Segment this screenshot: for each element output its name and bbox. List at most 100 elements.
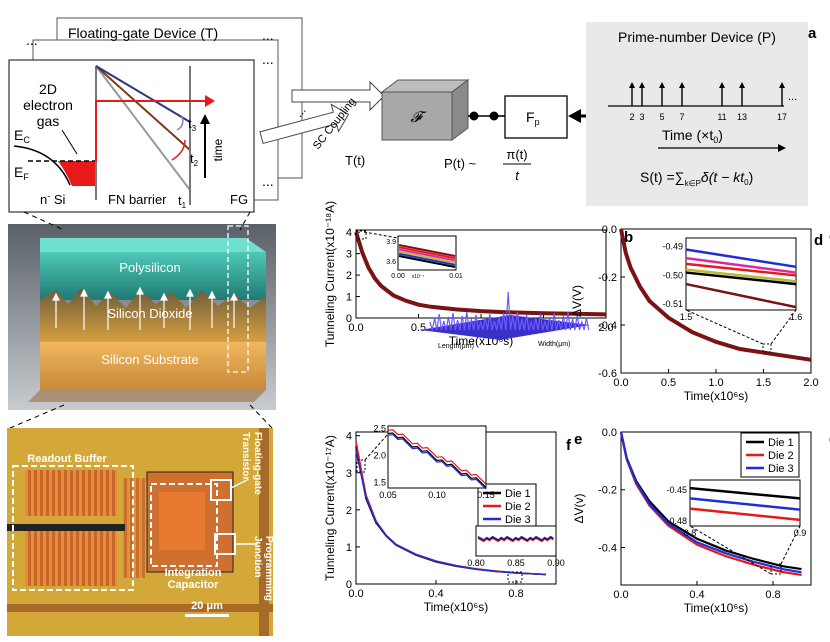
inset-line — [387, 429, 487, 485]
inset-xtick: 0.15 — [477, 490, 495, 500]
y-tick-label: 0 — [346, 313, 352, 325]
inset-xtick: 0.9 — [794, 528, 807, 538]
panel-label-d: d — [814, 232, 823, 249]
y-tick-label: 0 — [346, 579, 352, 591]
inset-line — [387, 432, 487, 488]
y-tick-label: -0.4 — [598, 320, 617, 332]
x-axis-label: Time(x10⁶s) — [684, 389, 749, 403]
inset-xtick: 1.5 — [680, 312, 693, 322]
x-tick-label: 1.5 — [756, 377, 771, 389]
oxide-layer — [40, 288, 266, 342]
zoom-link — [363, 231, 399, 239]
time-arrowhead — [200, 114, 210, 124]
inset-line — [398, 244, 456, 257]
integration-box — [150, 483, 218, 567]
y-tick-label: -0.6 — [598, 368, 617, 380]
st-formula: S(t) =∑k∈Pδ(t − kt0) — [640, 169, 753, 188]
y-tick-label: 1 — [346, 292, 352, 304]
t2-arrow — [171, 139, 186, 161]
zoom-link — [770, 309, 797, 345]
series-line — [354, 231, 607, 317]
inset-line — [398, 248, 456, 262]
y-tick-label: 0.0 — [602, 427, 617, 439]
dots-right-3: ... — [262, 173, 274, 189]
y-tick-label: -0.2 — [598, 485, 617, 497]
inset2-line — [477, 535, 554, 541]
transistor-box — [210, 479, 232, 501]
chip-micrograph: Readout Buffer Integration Capacitor Flo… — [7, 428, 273, 636]
x-axis-label: Time(x10⁶s) — [684, 601, 749, 615]
gas-label-3: gas — [37, 113, 60, 129]
surface-ylabel: Width(μm) — [538, 341, 570, 348]
chart-g: 0.00.40.80.0-0.2-0.4Time(x10⁶s)ΔV(v)gDie… — [572, 427, 830, 615]
scale-bar — [185, 614, 229, 617]
inset-line — [685, 256, 797, 274]
pt-num: π(t) — [506, 147, 527, 162]
series-line — [355, 450, 547, 576]
inset-xtick: 0.10 — [428, 490, 446, 500]
prime-spike-head — [679, 82, 685, 88]
zoom-link — [780, 525, 801, 565]
x-tick-label: 0.0 — [348, 588, 363, 600]
series-line — [619, 431, 802, 574]
integration-label: Integration — [165, 567, 222, 579]
y-tick-label: -0.4 — [598, 542, 617, 554]
fn-barrier-label: FN barrier — [108, 192, 167, 207]
prime-tick-label: 7 — [679, 112, 684, 122]
barrier-diag-gray — [95, 65, 191, 191]
inset-line — [689, 507, 801, 522]
y-tick-label: 2 — [346, 270, 352, 282]
y-tick-label: -0.2 — [598, 272, 617, 284]
barrier-diag-navy — [95, 65, 191, 123]
x-tick-label: 0.8 — [508, 588, 523, 600]
prime-panel — [586, 22, 808, 206]
readout-block-a — [25, 470, 117, 516]
fg-transistor-label-2: Transistor — [240, 432, 251, 480]
prime-tick-label: 13 — [737, 112, 747, 122]
inset-ytick: -0.50 — [662, 270, 683, 280]
inset-line — [398, 255, 456, 268]
prime-spike-head — [659, 82, 665, 88]
y-axis-label: Tunneling Current(x10⁻¹⁸A) — [323, 201, 337, 347]
readout-label: Readout Buffer — [27, 453, 107, 465]
inset2-xtick: 0.90 — [547, 558, 565, 568]
sc-arrow-2 — [259, 103, 350, 145]
series-line — [619, 228, 812, 362]
ef-label: EF — [14, 164, 29, 182]
legend-entry: Die 3 — [768, 463, 794, 475]
y-tick-label: 4 — [346, 227, 352, 239]
inset-xtick: 0.00 — [391, 273, 405, 280]
x-tick-label: 0.5 — [411, 322, 426, 334]
programming-label: Programming — [263, 536, 273, 601]
ec-label: EC — [14, 127, 30, 145]
tunnel-arrow-red — [95, 100, 205, 161]
legend-entry: Die 2 — [768, 450, 794, 462]
panel-label: e — [574, 431, 582, 448]
fp-box[interactable] — [504, 95, 568, 139]
capacitor-label: Capacitor — [168, 579, 219, 591]
prime-spike-head — [779, 82, 785, 88]
inset-ytick: 2.5 — [373, 424, 386, 434]
substrate-label: Silicon Substrate — [101, 352, 199, 367]
t1-label: t1 — [178, 193, 187, 210]
zoom-box — [227, 225, 249, 373]
inset2-line — [477, 537, 554, 543]
electron-gas-fill — [58, 161, 96, 186]
prime-tick-label: 2 — [629, 112, 634, 122]
time-axis-arrowhead — [778, 144, 786, 152]
panel-a-label: a — [808, 25, 817, 42]
barrier-diag-maroon — [95, 65, 191, 151]
inset-xtick: 0.8 — [684, 528, 697, 538]
inset-ytick: 3.9 — [386, 239, 396, 246]
prime-title: Prime-number Device (P) — [618, 29, 776, 45]
dots-left: ... — [26, 32, 38, 48]
fg-label: FG — [230, 192, 248, 207]
oxide-stack-3d: Polysilicon Silicon Dioxide Silicon Subs… — [8, 224, 276, 410]
probe-needle — [7, 524, 125, 531]
prime-spike-head — [629, 82, 635, 88]
panel-a-schematic: Floating-gate Device (T) ... ... ... ...… — [8, 17, 817, 213]
nsi-label: n- Si — [40, 191, 66, 207]
dots-right-2: ... — [262, 51, 274, 67]
x-tick-label: 0.0 — [613, 589, 628, 601]
inset-ytick: 3.6 — [386, 259, 396, 266]
